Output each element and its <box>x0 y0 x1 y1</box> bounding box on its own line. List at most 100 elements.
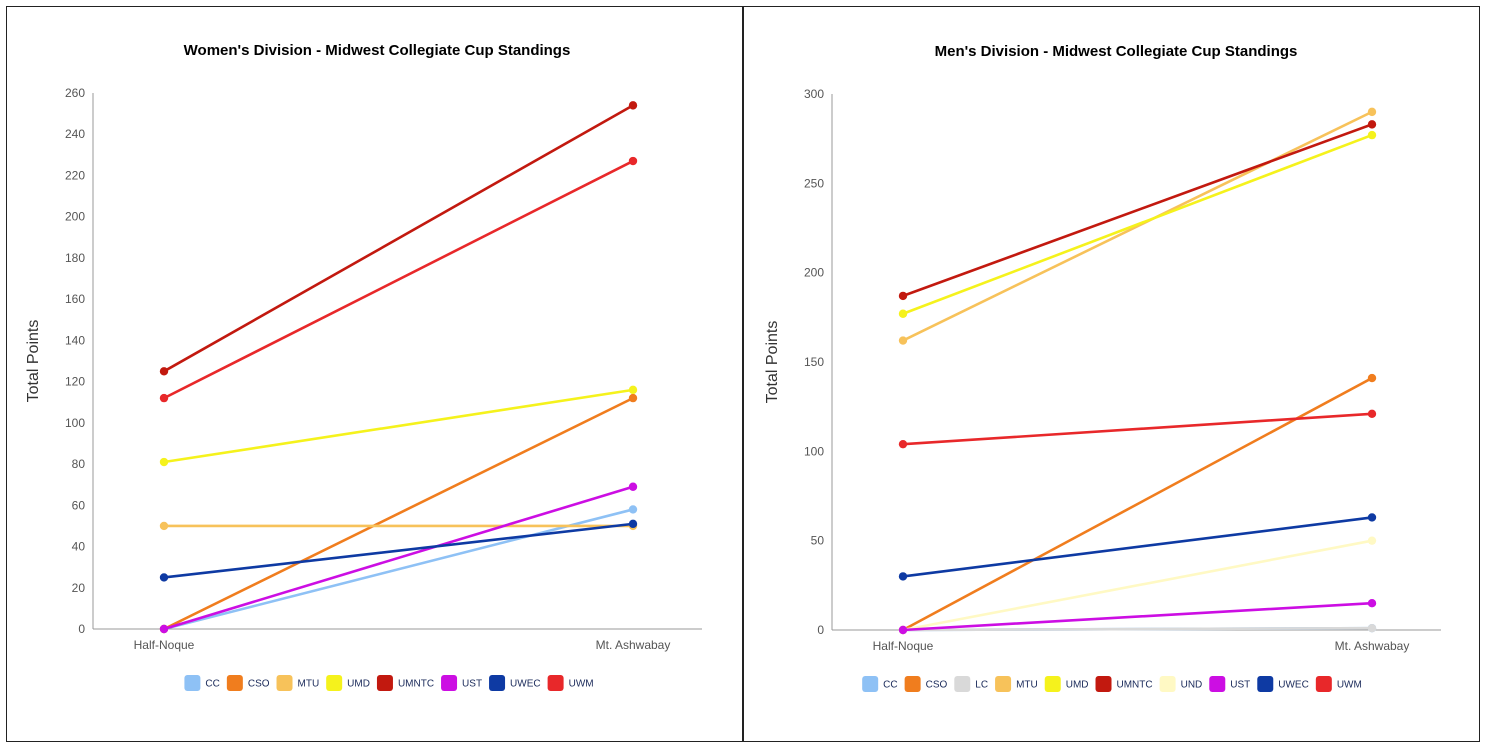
men-legend-label-lc[interactable]: LC <box>975 680 988 691</box>
men-x-tick-label-mt-ashwabay: Mt. Ashwabay <box>1335 639 1410 653</box>
women-point-umntc-mt-ashwabay <box>628 101 638 110</box>
men-point-mtu-mt-ashwabay <box>1367 107 1377 117</box>
men-legend-swatch-uwm[interactable] <box>1315 676 1332 692</box>
men-point-ust-half-noque <box>898 625 908 635</box>
women-division-chart: Women's Division - Midwest Collegiate Cu… <box>25 42 702 691</box>
men-point-umd-half-noque <box>898 309 908 318</box>
men-x-tick-label-half-noque: Half-Noque <box>873 639 934 653</box>
men-series-line-ust <box>901 601 1374 632</box>
men-series-line-umd <box>901 133 1374 316</box>
women-x-tick-label-mt-ashwabay: Mt. Ashwabay <box>596 638 671 652</box>
men-legend-swatch-ust[interactable] <box>1209 676 1226 692</box>
women-point-uwec-mt-ashwabay <box>628 519 638 529</box>
men-point-umd-mt-ashwabay <box>1367 130 1377 140</box>
men-legend-label-und[interactable]: UND <box>1181 680 1203 691</box>
women-legend-label-uwec[interactable]: UWEC <box>510 679 541 690</box>
men-point-uwec-mt-ashwabay <box>1367 513 1377 522</box>
women-series-line-ust <box>162 485 635 631</box>
women-legend-label-uwm[interactable]: UWM <box>569 679 594 690</box>
women-legend-swatch-umd[interactable] <box>326 675 343 691</box>
women-series-line-umntc <box>162 104 635 373</box>
women-series-line-cso <box>162 396 635 631</box>
women-legend-swatch-cso[interactable] <box>226 675 243 691</box>
men-legend-label-ust[interactable]: UST <box>1230 680 1250 691</box>
women-point-cc-mt-ashwabay <box>628 505 638 514</box>
men-series-line-uwm <box>901 412 1374 446</box>
men-point-cso-mt-ashwabay <box>1367 373 1377 383</box>
women-point-umd-mt-ashwabay <box>628 385 638 395</box>
women-legend-swatch-cc[interactable] <box>184 675 201 691</box>
women-y-tick-label: 160 <box>65 292 85 306</box>
women-chart-title: Women's Division - Midwest Collegiate Cu… <box>184 42 571 59</box>
women-legend-label-umntc[interactable]: UMNTC <box>398 679 434 690</box>
men-y-tick-label: 200 <box>804 266 824 280</box>
men-series-line-mtu <box>901 110 1374 342</box>
men-y-tick-label: 150 <box>804 355 824 369</box>
men-point-lc-mt-ashwabay <box>1367 624 1377 633</box>
women-y-tick-label: 140 <box>65 333 85 347</box>
men-division-chart: Men's Division - Midwest Collegiate Cup … <box>764 43 1441 692</box>
women-series-line-uwec <box>162 522 635 579</box>
women-series-line-cc <box>162 508 635 631</box>
men-series-line-cso <box>901 376 1374 632</box>
men-series-line-lc <box>901 626 1374 632</box>
men-legend-swatch-umntc[interactable] <box>1095 676 1112 692</box>
men-legend-label-uwm[interactable]: UWM <box>1337 680 1362 691</box>
men-legend-swatch-umd[interactable] <box>1044 676 1061 692</box>
men-chart-title: Men's Division - Midwest Collegiate Cup … <box>935 43 1298 60</box>
men-series-line-umntc <box>901 123 1374 298</box>
men-legend-label-cc[interactable]: CC <box>883 680 897 691</box>
men-division-chart-panel: Men's Division - Midwest Collegiate Cup … <box>743 6 1480 742</box>
women-legend-label-umd[interactable]: UMD <box>347 679 370 690</box>
women-y-tick-label: 60 <box>72 498 86 512</box>
women-point-uwm-half-noque <box>159 393 169 403</box>
men-point-umntc-mt-ashwabay <box>1367 120 1377 129</box>
women-legend-label-cso[interactable]: CSO <box>248 679 270 690</box>
men-legend-label-mtu[interactable]: MTU <box>1016 680 1038 691</box>
men-legend-label-uwec[interactable]: UWEC <box>1278 680 1309 691</box>
men-series-line-und <box>901 539 1374 632</box>
women-series-line-umd <box>162 388 635 464</box>
men-point-uwec-half-noque <box>898 572 908 581</box>
men-legend-swatch-und[interactable] <box>1159 676 1176 692</box>
men-legend-swatch-uwec[interactable] <box>1257 676 1274 692</box>
men-point-mtu-half-noque <box>898 336 908 345</box>
women-legend-swatch-uwm[interactable] <box>547 675 564 691</box>
men-y-tick-label: 300 <box>804 87 824 101</box>
women-point-uwm-mt-ashwabay <box>628 156 638 166</box>
women-point-umd-half-noque <box>159 457 169 467</box>
women-point-mtu-half-noque <box>159 521 169 531</box>
women-y-axis-label: Total Points <box>25 320 42 403</box>
women-y-tick-label: 20 <box>72 581 86 595</box>
men-legend-swatch-cc[interactable] <box>862 676 879 692</box>
women-point-uwec-half-noque <box>159 573 169 582</box>
men-point-uwm-mt-ashwabay <box>1367 409 1377 419</box>
women-point-cso-mt-ashwabay <box>628 393 638 403</box>
men-legend-swatch-mtu[interactable] <box>995 676 1012 692</box>
women-legend-label-cc[interactable]: CC <box>205 679 219 690</box>
women-legend-label-mtu[interactable]: MTU <box>298 679 320 690</box>
men-y-tick-label: 50 <box>811 534 825 548</box>
men-legend-label-cso[interactable]: CSO <box>926 680 948 691</box>
men-series-line-uwec <box>901 516 1374 578</box>
men-point-und-mt-ashwabay <box>1367 536 1377 545</box>
men-y-tick-label: 100 <box>804 444 824 458</box>
women-legend-label-ust[interactable]: UST <box>462 679 482 690</box>
men-legend-swatch-lc[interactable] <box>954 676 971 692</box>
women-division-chart-panel: Women's Division - Midwest Collegiate Cu… <box>6 6 743 742</box>
men-legend-label-umntc[interactable]: UMNTC <box>1117 680 1153 691</box>
men-legend-label-umd[interactable]: UMD <box>1066 680 1089 691</box>
women-legend-swatch-mtu[interactable] <box>276 675 293 691</box>
women-point-ust-mt-ashwabay <box>628 482 638 491</box>
women-y-tick-label: 200 <box>65 210 85 224</box>
women-point-umntc-half-noque <box>159 367 169 376</box>
women-y-tick-label: 260 <box>65 86 85 100</box>
women-y-tick-label: 120 <box>65 375 85 389</box>
women-legend-swatch-umntc[interactable] <box>376 675 393 691</box>
women-y-tick-label: 240 <box>65 127 85 141</box>
men-legend-swatch-cso[interactable] <box>904 676 921 692</box>
women-legend-swatch-uwec[interactable] <box>489 675 506 691</box>
women-point-ust-half-noque <box>159 624 169 634</box>
women-y-tick-label: 100 <box>65 416 85 430</box>
women-legend-swatch-ust[interactable] <box>441 675 458 691</box>
